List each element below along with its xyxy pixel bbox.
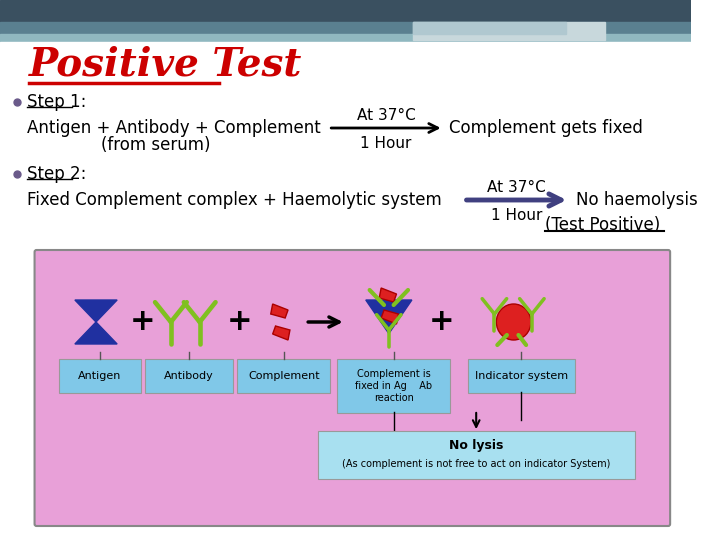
Text: At 37°C: At 37°C: [487, 179, 546, 194]
Text: Step 1:: Step 1:: [27, 93, 86, 111]
Text: Complement is
fixed in Ag    Ab
reaction: Complement is fixed in Ag Ab reaction: [355, 369, 432, 403]
Bar: [413, 22, 567, 34]
Text: +: +: [130, 307, 155, 336]
Polygon shape: [75, 300, 117, 322]
Bar: [0, 22, 691, 34]
Text: +: +: [228, 307, 253, 336]
Polygon shape: [366, 300, 412, 334]
Text: Complement gets fixed: Complement gets fixed: [449, 119, 643, 137]
Text: No lysis: No lysis: [449, 440, 503, 453]
Bar: [0, 0, 691, 22]
FancyBboxPatch shape: [35, 250, 670, 526]
FancyBboxPatch shape: [337, 359, 450, 413]
FancyBboxPatch shape: [318, 431, 634, 479]
Circle shape: [496, 304, 531, 340]
Text: Fixed Complement complex + Haemolytic system: Fixed Complement complex + Haemolytic sy…: [27, 191, 441, 209]
FancyBboxPatch shape: [467, 359, 575, 393]
Text: Indicator system: Indicator system: [474, 371, 568, 381]
Text: No haemolysis: No haemolysis: [576, 191, 698, 209]
Text: (As complement is not free to act on indicator System): (As complement is not free to act on ind…: [342, 459, 611, 469]
Text: Antibody: Antibody: [164, 371, 214, 381]
Bar: [0, 34, 691, 42]
Polygon shape: [271, 304, 288, 318]
Text: (from serum): (from serum): [101, 136, 210, 154]
FancyBboxPatch shape: [58, 359, 141, 393]
Polygon shape: [273, 326, 290, 340]
Text: +: +: [429, 307, 454, 336]
Bar: [413, 22, 605, 40]
Text: 1 Hour: 1 Hour: [360, 136, 412, 151]
Text: Step 2:: Step 2:: [27, 165, 86, 183]
Text: 1 Hour: 1 Hour: [491, 207, 542, 222]
Polygon shape: [75, 322, 117, 344]
Text: Positive Test: Positive Test: [29, 45, 302, 83]
Text: (Test Positive): (Test Positive): [545, 216, 660, 234]
Text: Complement: Complement: [248, 371, 320, 381]
Text: At 37°C: At 37°C: [356, 107, 415, 123]
Polygon shape: [379, 288, 397, 302]
Text: Antigen: Antigen: [78, 371, 122, 381]
Polygon shape: [381, 310, 398, 324]
FancyBboxPatch shape: [145, 359, 233, 393]
Text: Antigen + Antibody + Complement: Antigen + Antibody + Complement: [27, 119, 320, 137]
FancyBboxPatch shape: [237, 359, 330, 393]
